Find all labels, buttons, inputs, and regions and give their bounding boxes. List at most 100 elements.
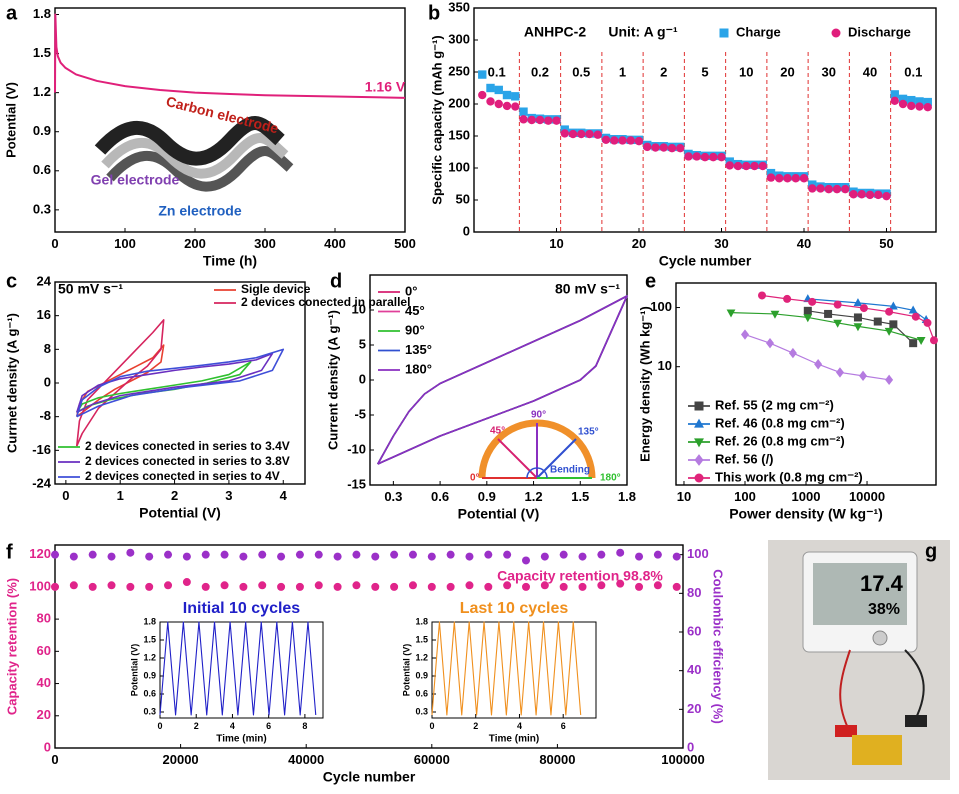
x-tick-label: 100 (734, 489, 756, 504)
y-tick-label: 0.3 (33, 201, 51, 216)
data-point (833, 319, 843, 328)
x-tick-label: 60000 (414, 752, 450, 767)
data-point (907, 101, 916, 111)
inset-title: Last 10 cycles (460, 600, 569, 617)
panel-letter: g (925, 540, 937, 562)
y-tick-label: 100 (448, 159, 470, 174)
data-point (511, 92, 520, 101)
data-point (841, 184, 850, 194)
x-tick-label: 30 (714, 236, 728, 251)
data-point (865, 190, 875, 200)
y-tick-label: 0.9 (415, 670, 428, 680)
data-point (465, 581, 474, 590)
y-tick-label: 0 (44, 374, 51, 389)
x-tick-label: 4 (280, 488, 288, 503)
x-tick-label: 0.3 (384, 489, 402, 504)
data-point (544, 116, 553, 125)
legend-marker (694, 418, 704, 428)
legend-marker (719, 28, 729, 38)
data-point (446, 582, 455, 591)
panel-letter: d (330, 270, 342, 292)
data-point (692, 152, 701, 161)
data-point (874, 190, 883, 200)
data-point (597, 550, 606, 559)
x-tick-label: 0 (429, 721, 434, 731)
y-tick-label: 1.2 (415, 652, 428, 662)
data-point (69, 581, 78, 590)
data-point (484, 582, 493, 591)
data-point (853, 313, 862, 322)
rate-label: 2 (660, 64, 667, 79)
data-point (770, 310, 780, 319)
data-point (885, 307, 894, 316)
x-tick-label: 2 (171, 488, 178, 503)
y2-tick-label: 20 (687, 701, 701, 716)
y-axis-label: Potential (V) (401, 644, 411, 697)
series-line (75, 348, 285, 418)
series-line (159, 621, 317, 716)
y-tick-label: 0.6 (33, 162, 51, 177)
y-tick-label: 100 (29, 578, 51, 593)
rate-label: 5 (701, 64, 708, 79)
data-point (390, 582, 399, 591)
data-point (559, 550, 568, 559)
y-axis-label: Potential (V) (129, 644, 139, 697)
y-axis-label: Current density (A g⁻¹) (325, 310, 340, 450)
data-point (882, 191, 891, 201)
panel-letter: a (6, 2, 18, 24)
legend-label: 2 devices conected in parallel (241, 295, 410, 309)
data-point (201, 550, 210, 559)
plot-frame (54, 7, 406, 233)
data-point (915, 102, 924, 111)
x-tick-label: 1000 (792, 489, 821, 504)
data-point (164, 550, 173, 559)
y-tick-label: 10 (658, 358, 672, 373)
data-point (295, 582, 304, 591)
data-point (853, 323, 863, 332)
y-axis-label: Energy density (Wh kg⁻¹) (637, 306, 652, 462)
data-point (908, 305, 918, 314)
rate-label: 10 (739, 64, 753, 79)
red-clip (835, 725, 857, 737)
data-point (540, 552, 549, 561)
data-point (824, 184, 833, 194)
x-tick-label: 4 (517, 721, 522, 731)
data-point (616, 579, 625, 588)
carbon-layer (94, 116, 285, 166)
y-tick-label: 120 (29, 546, 51, 561)
x-tick-label: 2 (473, 721, 478, 731)
x-tick-label: 0 (51, 752, 58, 767)
x-tick-label: 80000 (539, 752, 575, 767)
data-point (814, 359, 823, 370)
data-point (352, 550, 361, 559)
y-tick-label: 0.6 (415, 688, 428, 698)
data-point (775, 174, 784, 183)
gel-layer (101, 133, 289, 179)
data-point (597, 581, 606, 590)
data-point (832, 184, 842, 194)
data-point (717, 152, 726, 162)
rate-label: 0.1 (904, 64, 922, 79)
data-point (816, 184, 825, 193)
data-point (700, 152, 710, 162)
data-point (750, 161, 759, 171)
data-point (145, 552, 154, 561)
data-point (601, 135, 611, 145)
x-axis-label: Power density (W kg⁻¹) (729, 506, 883, 522)
x-tick-label: 0.6 (431, 489, 449, 504)
data-point (560, 129, 569, 138)
x-axis-label: Time (h) (203, 253, 257, 269)
legend-label: 90° (405, 322, 425, 337)
data-point (239, 552, 248, 561)
y-tick-label: 0.3 (143, 706, 156, 716)
data-point (884, 327, 894, 336)
data-point (578, 552, 587, 561)
legend-label: 180° (405, 361, 432, 376)
legend-marker (831, 28, 841, 38)
data-point (478, 70, 487, 79)
data-point (408, 581, 417, 590)
data-point (446, 550, 455, 559)
data-point (808, 297, 817, 306)
data-point (164, 581, 173, 590)
x-tick-label: 4 (230, 721, 235, 731)
